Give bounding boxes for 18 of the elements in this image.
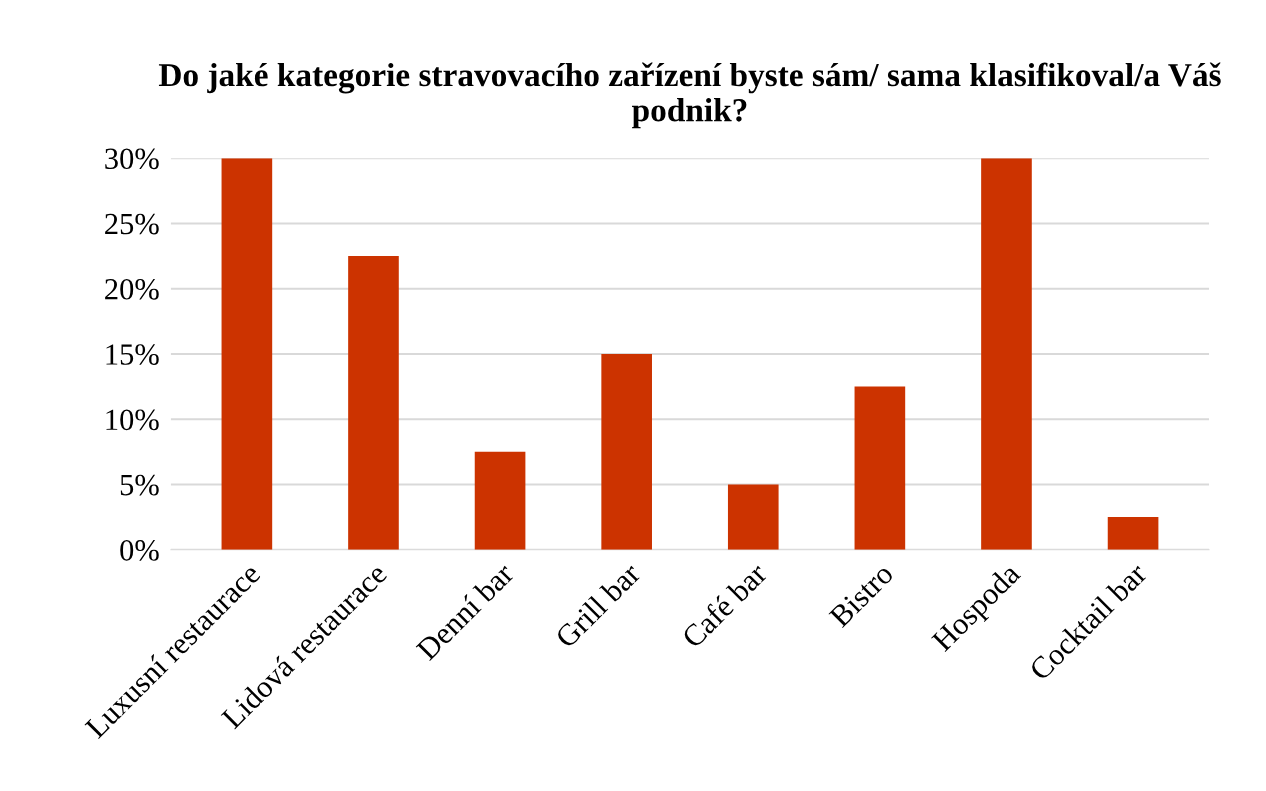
x-tick-label: Café bar: [680, 560, 769, 649]
y-tick-label: 5%: [120, 474, 159, 496]
y-tick-label: 20%: [105, 279, 159, 300]
bar: [727, 484, 779, 550]
bar: [981, 158, 1032, 550]
y-tick-label: 25%: [105, 213, 159, 235]
y-tick-label: 15%: [106, 344, 159, 365]
bar: [474, 451, 526, 550]
y-tick-label: 30%: [105, 148, 159, 170]
bar: [601, 353, 652, 550]
x-tick-label: Grill bar: [553, 561, 642, 649]
bar: [348, 256, 399, 550]
y-tick-label: 10%: [106, 409, 159, 431]
chart-title: Do jaké kategorie stravovacího zařízení byste sám/ sama klasifikoval/a Váš podnik?: [158, 62, 1221, 129]
bar: [854, 386, 906, 550]
bar: [221, 158, 273, 550]
bar: [1107, 517, 1159, 550]
y-tick-label: 0%: [120, 540, 159, 561]
